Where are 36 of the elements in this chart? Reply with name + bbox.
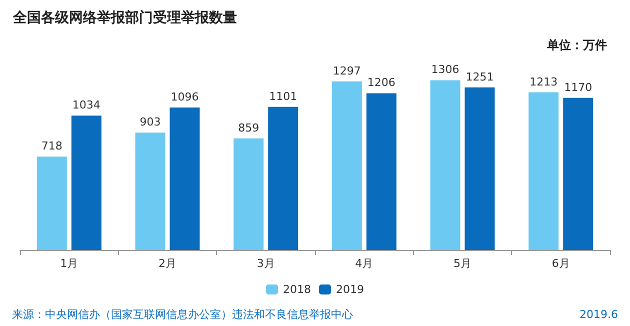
data-label: 1034: [72, 98, 100, 112]
bar: [430, 80, 460, 250]
x-tick-label: 4月: [355, 257, 374, 270]
bar: [528, 92, 559, 250]
chart-title: 全国各级网络举报部门受理举报数量: [12, 9, 237, 26]
data-label: 1096: [170, 90, 199, 104]
data-label: 1251: [466, 70, 494, 84]
data-label: 859: [238, 121, 260, 134]
x-tick-label: 5月: [454, 257, 472, 270]
legend-label: 2019: [336, 283, 364, 296]
bar: [234, 138, 264, 250]
source-note: 来源：中央网信办（国家互联网信息办公室）违法和不良信息举报中心: [12, 308, 353, 321]
bar: [36, 156, 67, 250]
data-label: 1297: [332, 64, 361, 78]
data-label: 718: [41, 140, 62, 153]
bar: [135, 132, 166, 250]
x-tick-label: 1月: [60, 257, 78, 270]
bar: [464, 87, 495, 250]
data-label: 903: [140, 116, 161, 129]
text: 2019.6: [580, 308, 618, 321]
x-tick-label: 2月: [158, 257, 176, 270]
data-label: 1170: [564, 80, 592, 94]
bar: [268, 106, 298, 250]
data-label: 1213: [530, 75, 558, 88]
bar: [170, 108, 200, 250]
bar: [366, 93, 396, 250]
bar: [563, 98, 594, 250]
bar: [71, 116, 102, 250]
x-tick-label: 6月: [552, 257, 570, 270]
bar: [332, 81, 362, 250]
legend-label: 2018: [283, 283, 312, 296]
data-label: 1306: [431, 63, 460, 76]
x-tick-label: 3月: [256, 257, 275, 270]
data-label: 1101: [269, 90, 298, 103]
data-label: 1206: [367, 76, 396, 90]
chart-subtitle: 单位：万件: [546, 38, 607, 52]
